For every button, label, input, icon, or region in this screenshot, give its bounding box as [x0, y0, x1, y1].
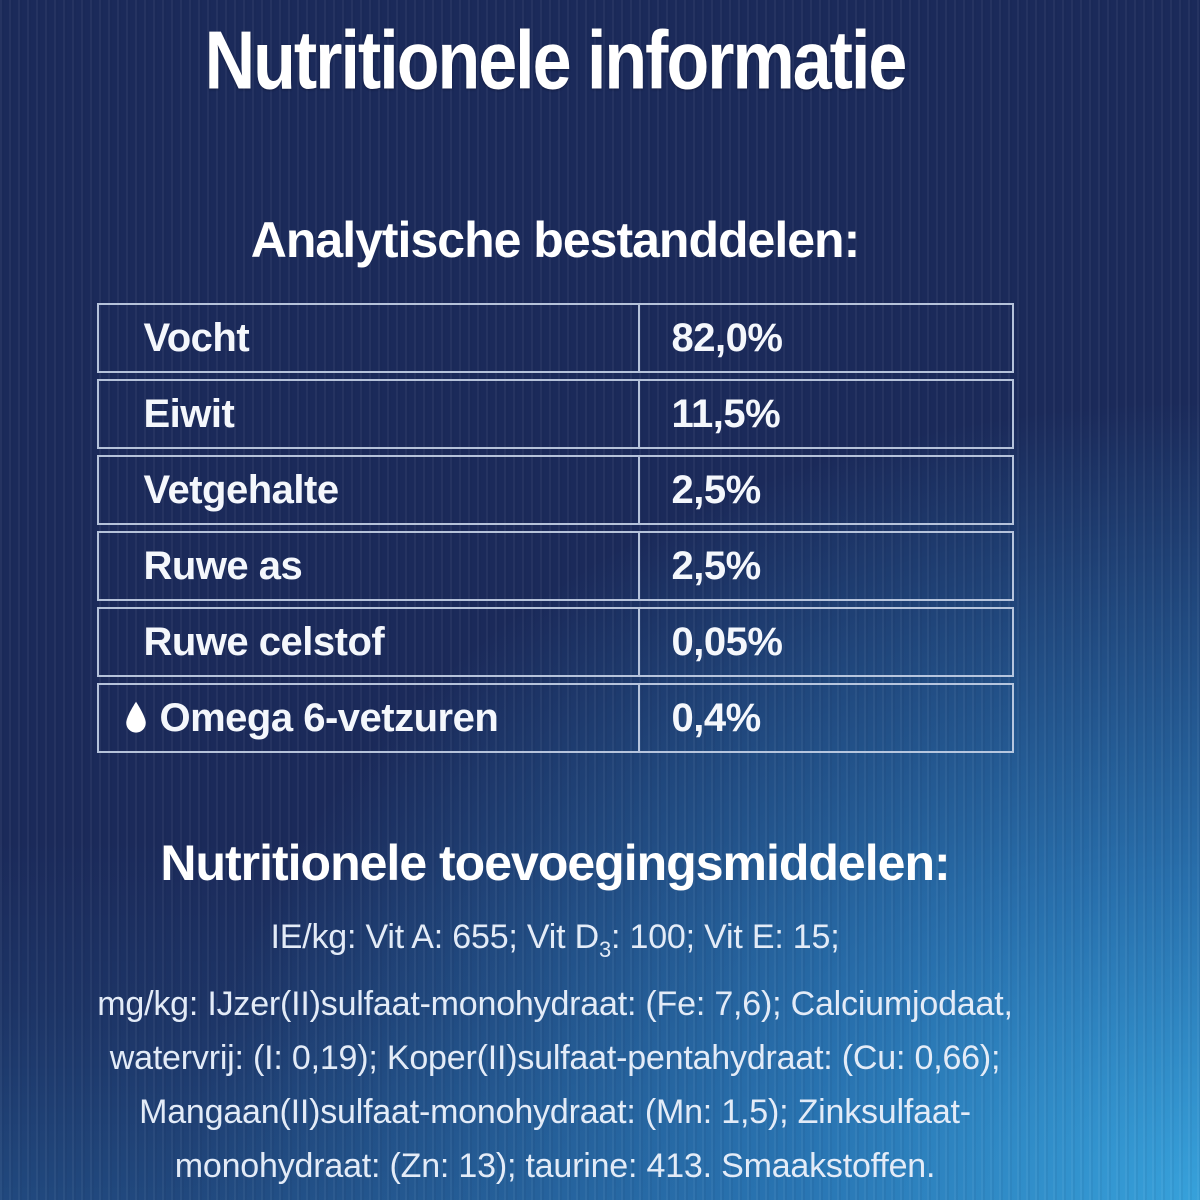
- table-row: Ruwe celstof 0,05%: [96, 607, 1014, 677]
- nutrient-label-text: Omega 6-vetzuren: [159, 695, 499, 740]
- nutrient-label-text: Vocht: [143, 315, 250, 360]
- vitamin-d3-subscript: 3: [598, 937, 612, 962]
- additives-line1-pre: IE/kg: Vit A: 655; Vit D: [270, 918, 600, 956]
- table-row: Ruwe as 2,5%: [96, 531, 1014, 601]
- additives-heading: Nutritionele toevoegingsmiddelen:: [160, 835, 950, 891]
- table-row: Eiwit 11,5%: [96, 379, 1014, 449]
- nutrient-label: Ruwe celstof: [99, 609, 638, 675]
- table-row: Vocht 82,0%: [96, 303, 1014, 373]
- nutrient-label: Vetgehalte: [99, 457, 638, 523]
- nutrition-panel: Nutritionele informatie Analytische best…: [0, 13, 1110, 1193]
- additives-line: IE/kg: Vit A: 655; Vit D3: 100; Vit E: 1…: [0, 910, 1110, 977]
- nutrient-value: 11,5%: [637, 381, 1012, 447]
- nutrient-label-text: Ruwe as: [143, 543, 303, 588]
- additives-line: monohydraat: (Zn: 13); taurine: 413. Sma…: [174, 1147, 936, 1185]
- nutrient-value: 0,05%: [637, 609, 1012, 675]
- nutrient-label-text: Eiwit: [143, 391, 235, 436]
- additives-text: IE/kg: Vit A: 655; Vit D3: 100; Vit E: 1…: [0, 910, 1110, 1193]
- table-row: Omega 6-vetzuren 0,4%: [96, 683, 1014, 753]
- nutrient-value: 0,4%: [637, 685, 1012, 751]
- nutrient-label: Ruwe as: [99, 533, 638, 599]
- nutrient-label: Vocht: [99, 305, 638, 371]
- additives-line: watervrij: (I: 0,19); Koper(II)sulfaat-p…: [109, 1039, 1001, 1077]
- nutrient-label: Eiwit: [99, 381, 638, 447]
- table-row: Vetgehalte 2,5%: [96, 455, 1014, 525]
- nutrient-value: 2,5%: [637, 457, 1012, 523]
- nutrient-label-text: Ruwe celstof: [143, 619, 385, 664]
- analytical-table: Vocht 82,0% Eiwit 11,5% Vetgehalte 2,5% …: [96, 303, 1014, 753]
- nutrient-label: Omega 6-vetzuren: [99, 685, 638, 751]
- analytical-heading: Analytische bestanddelen:: [250, 212, 861, 268]
- nutrient-label-text: Vetgehalte: [143, 467, 340, 512]
- additives-line: Mangaan(II)sulfaat-monohydraat: (Mn: 1,5…: [139, 1093, 971, 1131]
- additives-line1-post: : 100; Vit E: 15;: [611, 918, 840, 956]
- nutrient-value: 82,0%: [637, 305, 1012, 371]
- additives-line: mg/kg: IJzer(II)sulfaat-monohydraat: (Fe…: [97, 985, 1013, 1023]
- nutrient-value: 2,5%: [637, 533, 1012, 599]
- page-title: Nutritionele informatie: [204, 13, 908, 107]
- water-drop-icon: [125, 701, 146, 733]
